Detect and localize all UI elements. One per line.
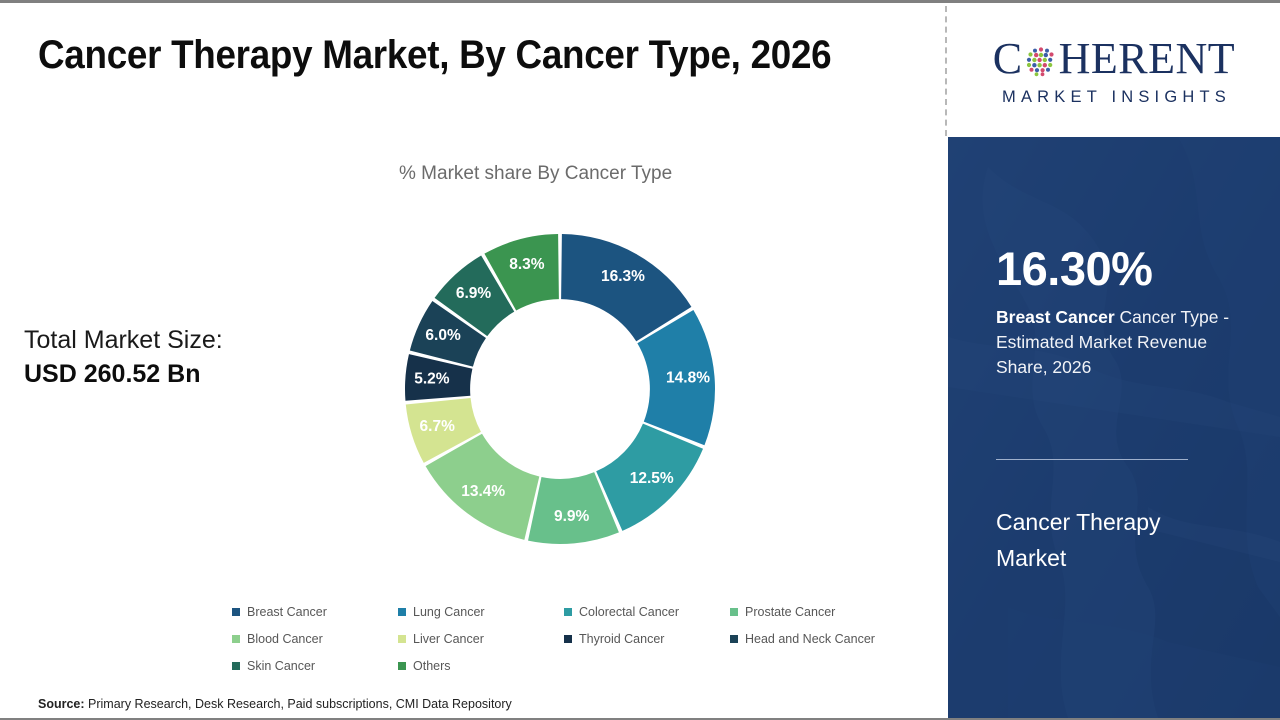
donut-slice-label: 12.5% xyxy=(630,470,674,487)
dotted-globe-icon xyxy=(1024,42,1058,76)
source-text: Primary Research, Desk Research, Paid su… xyxy=(84,697,512,711)
donut-slice[interactable] xyxy=(409,301,486,367)
stat-highlight: Breast Cancer xyxy=(996,307,1115,328)
legend-swatch-icon xyxy=(232,634,240,643)
donut-slice[interactable] xyxy=(561,234,692,342)
legend-label: Colorectal Cancer xyxy=(579,604,680,619)
donut-slice[interactable] xyxy=(596,423,704,531)
logo-wordmark: C xyxy=(992,33,1236,83)
donut-slice-label: 5.2% xyxy=(414,370,450,387)
legend-item[interactable]: Colorectal Cancer xyxy=(564,605,730,619)
right-side-panel: C xyxy=(948,3,1280,718)
stat-description-text: Cancer Type - Estimated Market Revenue S… xyxy=(996,307,1230,378)
logo-letters-herent: HERENT xyxy=(1058,33,1236,83)
legend-label: Others xyxy=(413,658,451,673)
donut-slice[interactable] xyxy=(425,433,540,540)
main-content-pane: Cancer Therapy Market, By Cancer Type, 2… xyxy=(0,3,947,718)
donut-chart: 16.3% 14.8% 12.5% 9.9% 13.4% 6.7% 5.2% 6.0% 6.9%… xyxy=(398,218,722,560)
donut-slice-label: 13.4% xyxy=(461,483,505,500)
panel-divider xyxy=(996,459,1188,460)
legend-swatch-icon xyxy=(730,607,738,616)
world-map-texture xyxy=(948,137,1280,718)
legend-swatch-icon xyxy=(730,634,738,643)
donut-slice[interactable] xyxy=(484,234,559,311)
legend-label: Liver Cancer xyxy=(413,631,484,646)
legend-item[interactable]: Liver Cancer xyxy=(398,632,564,646)
total-market-size-value: USD 260.52 Bn xyxy=(24,360,201,389)
donut-slice[interactable] xyxy=(405,354,473,401)
legend-item[interactable]: Others xyxy=(398,659,564,673)
legend-swatch-icon xyxy=(398,607,406,616)
legend-swatch-icon xyxy=(232,607,240,616)
donut-slice-label: 16.3% xyxy=(601,268,645,285)
donut-slice[interactable] xyxy=(405,397,481,463)
donut-label-group: 16.3% 14.8% 12.5% 9.9% 13.4% 6.7% 5.2% 6.0% 6.9%… xyxy=(414,256,710,525)
legend-item[interactable]: Lung Cancer xyxy=(398,605,564,619)
donut-slice-label: 14.8% xyxy=(666,370,710,387)
donut-slice-label: 6.0% xyxy=(425,327,461,344)
total-market-size-block: Total Market Size: USD 260.52 Bn xyxy=(24,325,354,393)
legend-swatch-icon xyxy=(232,661,240,670)
legend-item[interactable]: Head and Neck Cancer xyxy=(730,632,910,646)
donut-slice-label: 6.9% xyxy=(456,285,492,302)
legend-item[interactable]: Blood Cancer xyxy=(232,632,398,646)
page-title: Cancer Therapy Market, By Cancer Type, 2… xyxy=(38,33,832,77)
legend-item[interactable]: Prostate Cancer xyxy=(730,605,910,619)
legend-label: Head and Neck Cancer xyxy=(745,631,875,646)
logo-letter-c: C xyxy=(992,33,1023,83)
stat-content: 16.30% Breast Cancer Cancer Type - Estim… xyxy=(996,244,1246,380)
legend-label: Breast Cancer xyxy=(247,604,327,619)
stat-panel: 16.30% Breast Cancer Cancer Type - Estim… xyxy=(948,137,1280,718)
legend-label: Thyroid Cancer xyxy=(579,631,665,646)
legend-swatch-icon xyxy=(398,661,406,670)
donut-chart-svg: 16.3% 14.8% 12.5% 9.9% 13.4% 6.7% 5.2% 6.0% 6.9%… xyxy=(405,234,715,544)
legend-label: Prostate Cancer xyxy=(745,604,836,619)
donut-slice[interactable] xyxy=(434,255,515,337)
brand-logo: C xyxy=(948,6,1280,137)
donut-slice-label: 8.3% xyxy=(509,256,545,273)
legend-swatch-icon xyxy=(564,607,572,616)
logo-tagline: MARKET INSIGHTS xyxy=(1002,87,1231,106)
legend-swatch-icon xyxy=(564,634,572,643)
legend-swatch-icon xyxy=(398,634,406,643)
chart-subtitle: % Market share By Cancer Type xyxy=(399,163,673,184)
legend-item[interactable]: Breast Cancer xyxy=(232,605,398,619)
legend-label: Lung Cancer xyxy=(413,604,485,619)
vertical-dashed-divider xyxy=(945,6,947,136)
total-market-size-label: Total Market Size: xyxy=(24,326,223,354)
donut-slice[interactable] xyxy=(637,310,715,446)
legend-item[interactable]: Skin Cancer xyxy=(232,659,398,673)
legend-label: Blood Cancer xyxy=(247,631,323,646)
stat-value: 16.30% xyxy=(996,242,1153,295)
source-label: Source: xyxy=(38,697,85,711)
donut-slice-label: 9.9% xyxy=(554,508,590,525)
donut-slice-group xyxy=(405,234,715,544)
stat-description: Breast Cancer Cancer Type - Estimated Ma… xyxy=(996,305,1246,380)
panel-market-name: Cancer Therapy Market xyxy=(996,509,1161,571)
legend-label: Skin Cancer xyxy=(247,658,316,673)
donut-slice-label: 6.7% xyxy=(420,418,456,435)
legend-item[interactable]: Thyroid Cancer xyxy=(564,632,730,646)
source-note: Source: Primary Research, Desk Research,… xyxy=(38,697,512,711)
chart-legend: Breast Cancer Lung Cancer Colorectal Cance… xyxy=(232,598,912,679)
donut-slice[interactable] xyxy=(528,472,619,544)
